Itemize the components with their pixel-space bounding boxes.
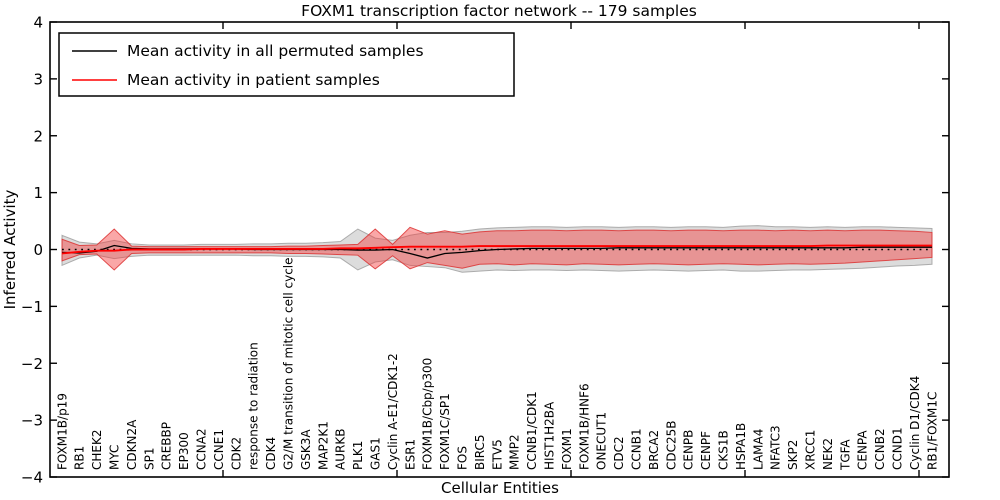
x-tick-label: FOS <box>456 446 470 470</box>
x-tick-label: EP300 <box>177 432 191 470</box>
x-tick-label: FOXM1B/p19 <box>55 393 69 470</box>
legend-label-permuted: Mean activity in all permuted samples <box>127 42 424 60</box>
y-tick-label: −4 <box>21 469 43 487</box>
x-tick-label: FOXM1 <box>560 428 574 470</box>
x-tick-label: GAS1 <box>369 437 383 470</box>
patient-mean-line <box>61 244 932 255</box>
x-tick-label: RB1 <box>73 446 87 470</box>
entity-labels-layer: FOXM1B/p19 RB1 CHEK2 MYC CDKN2A SP1 CREBBP EP30… <box>55 257 939 471</box>
y-tick-label: −1 <box>21 298 43 316</box>
x-tick-label: BRCA2 <box>647 430 661 470</box>
y-tick-label: 4 <box>33 14 43 32</box>
x-tick-label: NEK2 <box>821 438 835 470</box>
x-tick-label: MAP2K1 <box>316 421 330 470</box>
x-tick-label: AURKB <box>334 429 348 470</box>
mean-lines-layer <box>61 244 932 259</box>
legend: Mean activity in all permuted samples Me… <box>58 32 515 97</box>
x-tick-label: TGFA <box>838 439 852 471</box>
x-tick-label: RB1/FOXM1C <box>925 392 939 470</box>
x-tick-label: SP1 <box>142 448 156 471</box>
y-tick-label: 0 <box>33 241 43 259</box>
x-tick-label: NFATC3 <box>769 425 783 470</box>
patient-range-band <box>61 226 933 271</box>
x-tick-label: ESR1 <box>403 439 417 470</box>
x-tick-label: BIRC5 <box>473 434 487 470</box>
x-tick-label: ONECUT1 <box>595 412 609 470</box>
x-tick-label: CDC25B <box>664 421 678 471</box>
y-tick-labels-layer: 4 3 2 1 0 −1 −2 −3 −4 <box>21 14 43 487</box>
x-tick-label: MMP2 <box>508 434 522 470</box>
chart-title: FOXM1 transcription factor network -- 17… <box>301 2 697 20</box>
x-tick-label: FOXM1B/Cbp/p300 <box>421 358 435 470</box>
x-tick-label: CDK2 <box>229 437 243 470</box>
x-tick-label: CREBBP <box>160 422 174 470</box>
x-tick-label: CCNE1 <box>212 429 226 470</box>
x-tick-label: CCNB2 <box>873 428 887 470</box>
legend-label-patient: Mean activity in patient samples <box>127 71 380 89</box>
x-tick-label: CCNA2 <box>195 428 209 470</box>
x-tick-label: CDKN2A <box>125 419 139 470</box>
x-tick-label: HSPA1B <box>734 423 748 470</box>
y-tick-label: 1 <box>33 184 43 202</box>
x-tick-label: CCNB1/CDK1 <box>525 391 539 470</box>
x-tick-label: XRCC1 <box>804 430 818 470</box>
x-tick-label: SKP2 <box>786 440 800 470</box>
x-tick-label: MYC <box>108 445 122 470</box>
x-axis-label: Cellular Entities <box>441 479 559 497</box>
y-tick-label: −2 <box>21 355 43 373</box>
x-tick-label: CHEK2 <box>90 430 104 471</box>
y-tick-label: 3 <box>33 70 43 88</box>
y-tick-label: 2 <box>33 127 43 145</box>
ticks-layer <box>50 21 949 478</box>
x-tick-label: CENPF <box>699 431 713 470</box>
x-tick-label: CENPA <box>856 430 870 470</box>
x-tick-label: CKS1B <box>717 430 731 470</box>
x-tick-label: HIST1H2BA <box>543 401 557 470</box>
x-tick-label: CDK4 <box>264 437 278 470</box>
y-axis-label: Inferred Activity <box>1 189 19 309</box>
x-tick-label: CCND1 <box>891 427 905 470</box>
x-tick-label: PLK1 <box>351 441 365 470</box>
x-tick-label: LAMA4 <box>751 429 765 470</box>
x-tick-label: ETV5 <box>490 439 504 470</box>
y-tick-label: −3 <box>21 412 43 430</box>
x-tick-label: CCNB1 <box>630 428 644 470</box>
x-tick-label: FOXM1C/SP1 <box>438 393 452 470</box>
x-tick-label: response to radiation <box>247 342 261 470</box>
x-tick-label: FOXM1B/HNF6 <box>577 383 591 470</box>
x-tick-label: GSK3A <box>299 429 313 470</box>
x-tick-label: Cyclin A-E1/CDK1-2 <box>386 353 400 470</box>
x-tick-label: Cyclin D1/CDK4 <box>908 376 922 470</box>
x-tick-label: CDC2 <box>612 436 626 470</box>
x-tick-label: G2/M transition of mitotic cell cycle <box>282 257 296 470</box>
x-tick-label: CENPB <box>682 430 696 470</box>
legend-box <box>58 32 515 97</box>
